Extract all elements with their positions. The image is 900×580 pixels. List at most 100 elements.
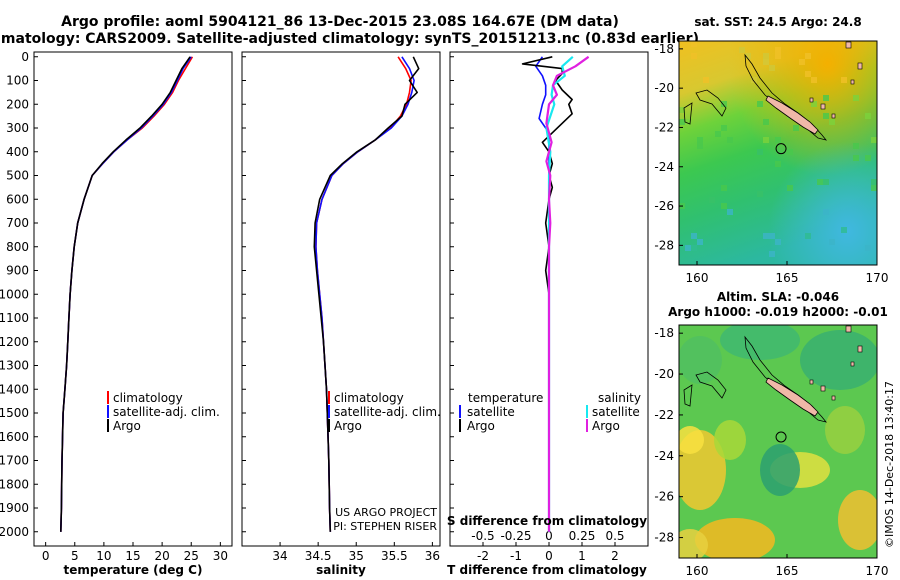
sst-pixel — [763, 137, 769, 143]
new-caledonia-landmass — [765, 95, 819, 135]
depth-tick-label: 1800 — [0, 477, 29, 491]
series-argo — [313, 56, 420, 532]
sst-pixel — [769, 65, 775, 71]
sst-pixel — [763, 53, 769, 59]
salinity-panel: 34 34.5 35 35.5 36 — [272, 56, 440, 563]
sst-pixel — [697, 137, 703, 143]
sst-pixel — [775, 47, 781, 53]
reef-outline — [744, 335, 828, 423]
legend-argo: Argo — [113, 419, 141, 433]
sst-pixel — [679, 107, 685, 113]
series-climatology — [315, 56, 412, 532]
x2-tick-label: -0.5 — [471, 529, 494, 543]
sst-pixel — [757, 191, 763, 197]
legend-climatology: climatology — [334, 391, 404, 405]
sla-blob — [679, 426, 704, 454]
x-tick-label: 36 — [425, 549, 440, 563]
sla-blob — [800, 330, 877, 390]
sst-pixel — [871, 137, 877, 143]
sla-blob — [720, 325, 800, 360]
x-tick-label: 15 — [125, 549, 140, 563]
sst-pixel — [805, 71, 811, 77]
map-y-tick-label: -24 — [654, 449, 674, 463]
x-tick-label: -1 — [510, 549, 522, 563]
sst-pixel — [841, 77, 847, 83]
depth-tick-label: 1700 — [0, 454, 29, 468]
temperature-panel-frame — [33, 51, 233, 547]
sla-map-axes: 160 165 170 -18 -20 -22 -24 -26 -28 — [654, 326, 888, 578]
sst-pixel — [823, 209, 829, 215]
vanuatu-island — [845, 325, 852, 333]
float-position-marker — [775, 143, 787, 155]
sst-map-axes: 160 165 170 -18 -20 -22 -24 -26 -28 — [654, 42, 888, 285]
vanuatu-island — [850, 361, 855, 367]
salinity-panel-frame — [241, 51, 441, 547]
sst-pixel — [823, 179, 829, 185]
sst-pixel — [697, 143, 703, 149]
depth-tick-label: 1900 — [0, 501, 29, 515]
sst-pixel — [763, 119, 769, 125]
bellona-reef — [683, 384, 693, 407]
x-tick-label: 30 — [213, 549, 228, 563]
sst-pixel — [853, 143, 859, 149]
sla-blob — [760, 444, 800, 496]
sla-blob — [825, 406, 865, 454]
sst-pixel — [721, 185, 727, 191]
depth-tick-label: 700 — [6, 216, 29, 230]
sst-pixel — [691, 233, 697, 239]
sla-blob — [695, 518, 775, 558]
depth-tick-label: 900 — [6, 264, 29, 278]
sst-pixel — [787, 149, 793, 155]
x-tick-label: -2 — [477, 549, 489, 563]
sst-pixel — [691, 245, 697, 251]
legend-climatology: climatology — [113, 391, 183, 405]
x-tick-label: 34.5 — [305, 549, 332, 563]
sst-pixel — [697, 239, 703, 245]
sst-pixel — [841, 227, 847, 233]
legend-satellite: satellite-adj. clim. — [113, 405, 220, 419]
sst-pixel — [865, 245, 871, 251]
chesterfield-reef — [695, 89, 727, 117]
loyalty-island — [809, 379, 814, 385]
map-y-tick-label: -28 — [654, 531, 674, 545]
depth-tick-label: 1200 — [0, 335, 29, 349]
x-tick-label: 2 — [611, 549, 619, 563]
legend-satellite: satellite-adj. clim. — [334, 405, 441, 419]
x-tick-label: 1 — [578, 549, 586, 563]
temperature-axis-label: temperature (deg C) — [64, 563, 203, 577]
project-credit: US ARGO PROJECT — [335, 506, 437, 519]
sst-pixel — [691, 41, 697, 47]
x2-tick-label: 0.25 — [569, 529, 596, 543]
loyalty-island — [820, 103, 826, 110]
sst-pixel — [721, 125, 727, 131]
sst-map: sat. SST: 24.5 Argo: 24.8 160 165 170 -18 -2… — [654, 15, 888, 285]
sst-pixel — [865, 155, 871, 161]
sst-pixel — [799, 59, 805, 65]
x-tick-label: 0 — [42, 549, 50, 563]
map-y-tick-label: -18 — [654, 326, 674, 340]
sst-pixel — [727, 137, 733, 143]
depth-tick-label: 500 — [6, 169, 29, 183]
map-y-tick-label: -22 — [654, 120, 674, 134]
sst-pixel — [769, 251, 775, 257]
depth-tick-label: 400 — [6, 145, 29, 159]
sst-map-frame — [678, 40, 878, 266]
s-difference-label: S difference from climatology — [447, 514, 647, 528]
sst-pixel — [691, 53, 697, 59]
map-y-tick-label: -22 — [654, 408, 674, 422]
sst-pixel — [823, 95, 829, 101]
loyalty-island — [809, 97, 814, 103]
sst-pixel — [775, 53, 781, 59]
sst-map-title: sat. SST: 24.5 Argo: 24.8 — [694, 15, 861, 29]
sst-pixel — [775, 161, 781, 167]
sla-map-frame — [678, 324, 878, 559]
map-y-tick-label: -18 — [654, 42, 674, 56]
sst-pixel — [763, 233, 769, 239]
map-y-tick-label: -24 — [654, 160, 674, 174]
sst-pixel — [853, 155, 859, 161]
legend-s-satellite: satellite — [592, 405, 640, 419]
chesterfield-reef — [695, 371, 727, 399]
depth-tick-label: 1000 — [0, 287, 29, 301]
difference-panel: -2 -1 0 1 2 -0.5 -0.25 0 0.25 0.5 — [471, 55, 625, 563]
